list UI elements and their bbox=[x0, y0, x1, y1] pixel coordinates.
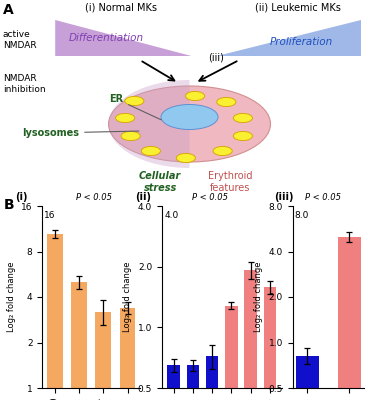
Text: (ii): (ii) bbox=[135, 192, 152, 202]
Text: 16: 16 bbox=[44, 212, 56, 220]
Y-axis label: Log₂ fold change: Log₂ fold change bbox=[123, 262, 132, 332]
Bar bbox=[47, 234, 63, 400]
Text: 8.0: 8.0 bbox=[294, 212, 308, 220]
Text: ER: ER bbox=[109, 94, 161, 120]
Text: (ii) Leukemic MKs: (ii) Leukemic MKs bbox=[255, 3, 341, 13]
Bar bbox=[206, 356, 218, 400]
Y-axis label: Log₂ fold change: Log₂ fold change bbox=[7, 262, 15, 332]
Ellipse shape bbox=[233, 114, 252, 122]
Bar bbox=[95, 312, 111, 400]
Bar bbox=[167, 365, 180, 400]
Ellipse shape bbox=[233, 131, 252, 141]
Y-axis label: Log₂ fold change: Log₂ fold change bbox=[254, 262, 263, 332]
Text: active
NMDAR: active NMDAR bbox=[3, 30, 36, 50]
Bar bbox=[263, 287, 276, 400]
Ellipse shape bbox=[217, 97, 236, 107]
Ellipse shape bbox=[161, 104, 218, 130]
Text: Cellular
stress: Cellular stress bbox=[139, 171, 181, 192]
Ellipse shape bbox=[116, 114, 135, 122]
Text: P < 0.05: P < 0.05 bbox=[192, 193, 228, 202]
Ellipse shape bbox=[185, 91, 205, 101]
Ellipse shape bbox=[176, 153, 195, 162]
Bar bbox=[244, 270, 257, 400]
Text: B: B bbox=[4, 198, 14, 212]
Text: (i) Normal MKs: (i) Normal MKs bbox=[85, 3, 158, 13]
Bar bbox=[187, 365, 199, 400]
Polygon shape bbox=[55, 20, 191, 56]
Text: Erythroid
features: Erythroid features bbox=[208, 171, 252, 192]
Text: Proliferation: Proliferation bbox=[270, 37, 333, 47]
Text: A: A bbox=[3, 3, 14, 17]
Text: (iii): (iii) bbox=[275, 192, 294, 202]
Ellipse shape bbox=[213, 146, 232, 156]
Text: P < 0.05: P < 0.05 bbox=[77, 193, 113, 202]
Bar bbox=[338, 237, 361, 400]
Bar bbox=[225, 306, 238, 400]
Text: 4.0: 4.0 bbox=[164, 212, 178, 220]
Text: NMDAR
inhibition: NMDAR inhibition bbox=[3, 74, 46, 94]
Text: lysosomes: lysosomes bbox=[22, 128, 139, 138]
Text: Differentiation: Differentiation bbox=[69, 33, 144, 43]
Bar bbox=[71, 282, 87, 400]
Bar bbox=[296, 356, 319, 400]
Ellipse shape bbox=[109, 86, 270, 162]
Ellipse shape bbox=[141, 146, 160, 156]
Polygon shape bbox=[217, 20, 361, 56]
Bar bbox=[120, 308, 135, 400]
Text: (iii): (iii) bbox=[208, 53, 224, 63]
Ellipse shape bbox=[125, 96, 144, 106]
Text: P < 0.05: P < 0.05 bbox=[305, 193, 342, 202]
Ellipse shape bbox=[121, 131, 140, 141]
Wedge shape bbox=[109, 80, 190, 168]
Text: (i): (i) bbox=[15, 192, 28, 202]
